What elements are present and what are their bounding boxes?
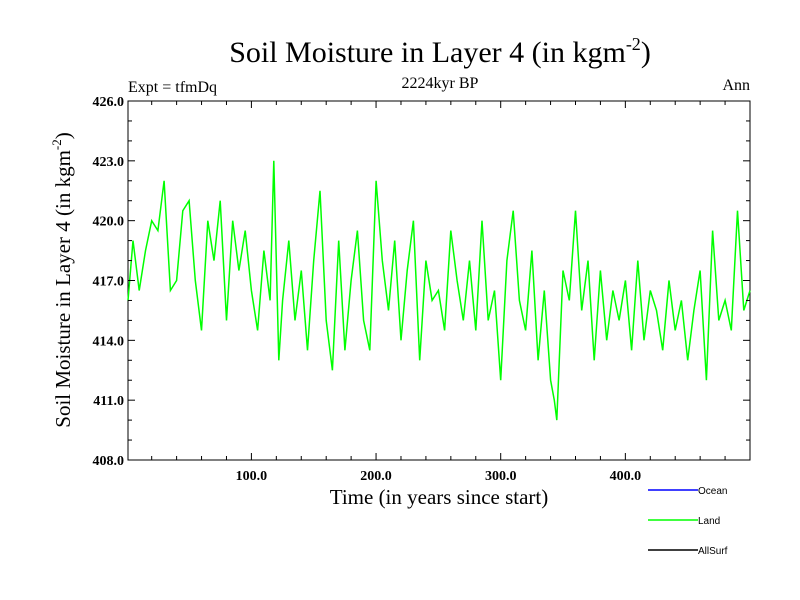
- y-tick-label: 411.0: [93, 394, 124, 409]
- ticks-layer: 408.0 411.0 414.0 417.0 420.0 423.0 426.0 100.0…: [93, 95, 750, 484]
- plot-frame: [127, 100, 751, 461]
- x-tick-label: 200.0: [360, 469, 392, 484]
- chart-title: Soil Moisture in Layer 4 (in kgm-2): [229, 34, 651, 69]
- legend: Ocean Land AllSurf: [648, 486, 728, 557]
- chart-subtitle: 2224kyr BP: [402, 75, 479, 92]
- y-tick-label: 408.0: [93, 454, 125, 469]
- legend-label-allsurf: AllSurf: [698, 546, 728, 557]
- y-tick-label: 414.0: [93, 334, 125, 349]
- y-tick-label: 423.0: [93, 155, 125, 170]
- series-layer: [127, 160, 751, 421]
- experiment-label: Expt = tfmDq: [128, 79, 217, 96]
- x-tick-label: 300.0: [485, 469, 517, 484]
- period-label: Ann: [722, 77, 750, 94]
- x-tick-label: 400.0: [610, 469, 642, 484]
- series-line-land: [127, 160, 751, 421]
- x-tick-label: 100.0: [236, 469, 268, 484]
- y-axis-label: Soil Moisture in Layer 4 (in kgm-2): [49, 132, 75, 427]
- y-tick-label: 426.0: [93, 95, 125, 110]
- legend-label-land: Land: [698, 516, 720, 527]
- x-axis-label: Time (in years since start): [330, 485, 549, 509]
- legend-label-ocean: Ocean: [698, 486, 727, 497]
- y-tick-label: 420.0: [93, 215, 125, 230]
- y-tick-label: 417.0: [93, 275, 125, 290]
